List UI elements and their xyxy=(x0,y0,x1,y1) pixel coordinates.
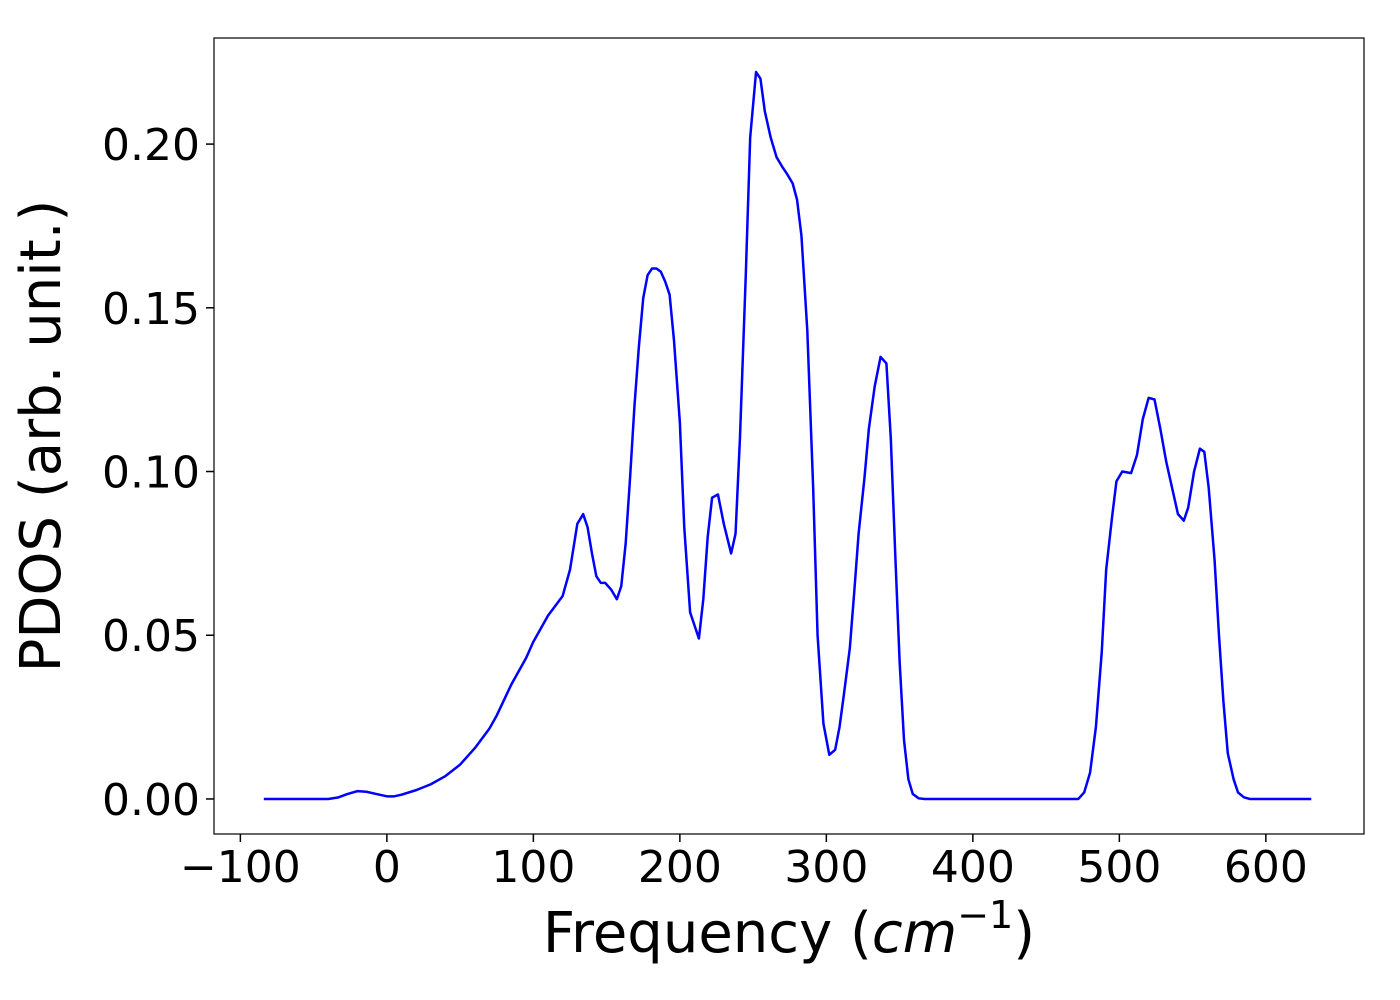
y-tick-label: 0.15 xyxy=(102,284,200,335)
x-axis-label: Frequency (cm−1) xyxy=(543,893,1035,966)
x-tick-label: 400 xyxy=(931,842,1015,893)
x-label-exponent: −1 xyxy=(957,893,1013,937)
plot-frame xyxy=(213,37,1365,835)
x-label-unit: cm xyxy=(872,901,957,966)
x-label-text: Frequency ( xyxy=(543,901,872,966)
data-line xyxy=(263,70,1312,801)
y-tick-label: 0.20 xyxy=(102,120,200,171)
x-tick-label: 600 xyxy=(1224,842,1308,893)
x-tick-label: 0 xyxy=(373,842,401,893)
x-label-text: ) xyxy=(1013,901,1035,966)
x-tick-label: 500 xyxy=(1077,842,1161,893)
x-tick-label: 200 xyxy=(638,842,722,893)
y-tick-label: 0.05 xyxy=(102,611,200,662)
x-tick-label: 100 xyxy=(491,842,575,893)
y-axis-label: PDOS (arb. unit.) xyxy=(9,200,74,673)
y-tick-label: 0.10 xyxy=(102,448,200,499)
x-tick-label: 300 xyxy=(784,842,868,893)
y-tick-label: 0.00 xyxy=(102,775,200,826)
x-tick-label: −100 xyxy=(180,842,301,893)
